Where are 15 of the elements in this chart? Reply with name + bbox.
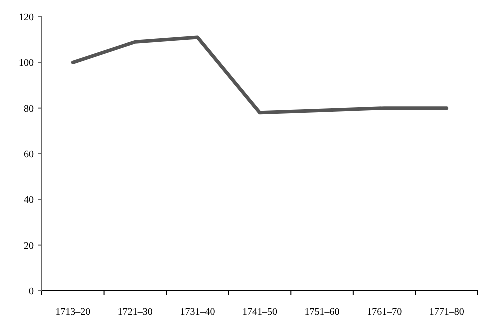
y-tick-label: 120 (19, 12, 34, 24)
x-tick-label: 1761–70 (367, 307, 402, 318)
line-series (71, 36, 449, 115)
y-tick-label: 60 (24, 150, 34, 160)
y-tick-label: 40 (24, 195, 34, 206)
x-tick-label: 1713–20 (56, 307, 91, 318)
x-tick-label: 1741–50 (242, 307, 278, 318)
x-tick-label: 1731–40 (180, 307, 216, 318)
y-tick-label: 20 (24, 240, 34, 252)
y-tick-label: 80 (24, 104, 34, 115)
x-tick-label: 1751–60 (304, 307, 340, 318)
y-tick-label: 0 (29, 286, 34, 298)
x-tick-label: 1721–30 (118, 307, 153, 318)
y-tick-label: 100 (19, 58, 34, 70)
x-tick-label: 1771–80 (429, 307, 464, 318)
